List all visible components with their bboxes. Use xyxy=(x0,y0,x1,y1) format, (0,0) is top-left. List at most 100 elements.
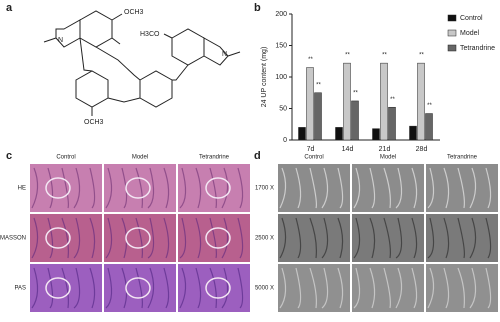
texture xyxy=(221,217,229,259)
texture xyxy=(443,167,450,209)
texture xyxy=(369,267,376,309)
texture xyxy=(395,267,403,309)
significance-label: ** xyxy=(353,91,358,97)
bar xyxy=(298,127,306,141)
texture xyxy=(31,267,39,309)
bar xyxy=(380,62,388,141)
texture xyxy=(485,267,492,309)
atom-label: OCH3 xyxy=(124,9,144,16)
texture xyxy=(237,267,244,309)
bar xyxy=(351,100,359,141)
bar xyxy=(335,127,343,141)
x-tick-label: 28d xyxy=(416,146,428,153)
texture xyxy=(383,217,391,259)
row-label: PAS xyxy=(14,286,26,292)
texture xyxy=(105,167,113,209)
texture xyxy=(279,267,287,309)
x-tick-label: 7d xyxy=(307,146,315,153)
y-tick-label: 0 xyxy=(283,137,287,144)
texture xyxy=(147,217,155,259)
texture xyxy=(89,217,96,259)
bar xyxy=(409,125,417,141)
atom-label: N xyxy=(222,51,227,58)
texture xyxy=(121,167,128,209)
texture xyxy=(469,267,477,309)
texture xyxy=(279,217,287,259)
x-tick-label: 14d xyxy=(342,146,354,153)
significance-label: ** xyxy=(316,82,321,88)
texture xyxy=(163,167,170,209)
y-tick-label: 100 xyxy=(275,74,287,81)
texture xyxy=(179,217,187,259)
texture xyxy=(147,167,155,209)
texture xyxy=(195,267,202,309)
significance-label: ** xyxy=(382,53,387,59)
texture xyxy=(135,267,143,309)
y-tick-label: 200 xyxy=(275,11,287,18)
texture xyxy=(31,217,39,259)
glomerulus xyxy=(125,177,151,199)
texture xyxy=(469,167,477,209)
column-label: Control xyxy=(56,155,75,161)
atom-label: N xyxy=(58,37,63,44)
y-axis-label: 24 UP content (mg) xyxy=(261,47,268,108)
texture xyxy=(395,217,403,259)
bar xyxy=(388,106,396,141)
texture xyxy=(321,217,329,259)
glomerulus xyxy=(45,277,71,299)
texture xyxy=(147,267,155,309)
texture xyxy=(195,167,202,209)
significance-label: ** xyxy=(419,53,424,59)
texture xyxy=(237,167,244,209)
image xyxy=(178,164,250,212)
texture xyxy=(457,217,465,259)
texture xyxy=(427,267,435,309)
texture xyxy=(383,167,391,209)
texture xyxy=(295,217,302,259)
bar xyxy=(417,62,425,141)
texture xyxy=(321,267,329,309)
bar xyxy=(425,113,433,141)
legend-label: Control xyxy=(460,15,483,22)
image xyxy=(104,264,176,312)
texture xyxy=(163,217,170,259)
texture xyxy=(369,217,376,259)
texture xyxy=(395,167,403,209)
texture xyxy=(221,267,229,309)
atom-label: OCH3 xyxy=(84,119,104,126)
texture xyxy=(485,167,492,209)
row-label: 2500 X xyxy=(255,236,274,242)
texture xyxy=(337,167,344,209)
glomerulus xyxy=(125,227,151,249)
texture xyxy=(443,267,450,309)
image xyxy=(30,264,102,312)
texture xyxy=(105,267,113,309)
glomerulus xyxy=(205,227,231,249)
texture xyxy=(135,217,143,259)
row-label: 5000 X xyxy=(255,286,274,292)
texture xyxy=(295,267,302,309)
significance-label: ** xyxy=(345,53,350,59)
image xyxy=(178,264,250,312)
bar xyxy=(343,62,351,141)
panel-label: c xyxy=(6,150,12,162)
texture xyxy=(337,217,344,259)
significance-label: ** xyxy=(308,57,313,63)
texture xyxy=(411,167,418,209)
image xyxy=(278,264,350,312)
column-label: Tetrandrine xyxy=(199,155,230,161)
texture xyxy=(47,167,54,209)
column-label: Tetrandrine xyxy=(447,155,478,161)
texture xyxy=(457,267,465,309)
legend-swatch xyxy=(447,44,457,52)
glomerulus xyxy=(125,277,151,299)
texture xyxy=(383,267,391,309)
significance-label: ** xyxy=(390,97,395,103)
texture xyxy=(73,267,81,309)
bar xyxy=(306,67,314,141)
panel-label: b xyxy=(254,2,261,14)
glomerulus xyxy=(45,227,71,249)
texture xyxy=(321,167,329,209)
texture xyxy=(89,267,96,309)
row-label: 1700 X xyxy=(255,186,274,192)
